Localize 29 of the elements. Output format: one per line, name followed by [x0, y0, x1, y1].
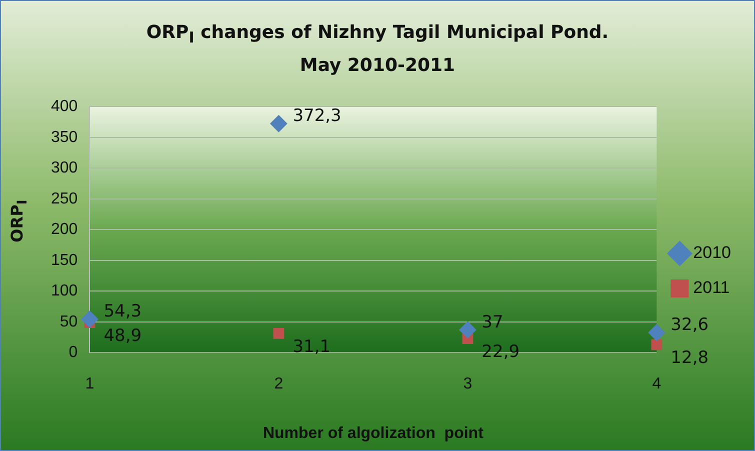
x-tick-label: 2 [274, 376, 284, 393]
legend-label: 2010 [693, 243, 732, 262]
point [459, 321, 476, 338]
x-tick-label: 1 [85, 376, 94, 393]
point [270, 115, 288, 132]
y-tick-label: 100 [50, 282, 78, 300]
data-label: 48,9 [104, 326, 142, 346]
y-tick-label: 150 [50, 252, 78, 269]
point [651, 339, 662, 350]
data-label: 31,1 [292, 336, 331, 357]
data-label: 32,6 [670, 314, 709, 335]
chart-title: ORP$_{I}$ changes of Nizhny Tagil Municipal Pond. May 2010-2011 [145, 21, 610, 78]
data-label: 54,3 [104, 302, 142, 322]
point [648, 324, 666, 342]
data-label: 12,8 [670, 348, 709, 368]
y-tick-label: 400 [50, 98, 78, 116]
y-tick-label: 300 [50, 160, 78, 177]
x-axis-title: Number of algolization point [262, 424, 484, 442]
point [273, 328, 284, 339]
x-tick-label: 3 [463, 376, 472, 393]
legend-label: 2011 [693, 278, 730, 298]
point [81, 310, 98, 328]
y-tick-label: 50 [60, 313, 78, 330]
y-tick-label: 350 [50, 128, 78, 146]
y-tick-label: 200 [50, 221, 78, 238]
y-tick-label: 0 [68, 344, 78, 362]
y-tick-label: 250 [50, 190, 78, 208]
x-tick-label: 4 [652, 376, 662, 393]
data-label: 372,3 [292, 106, 342, 126]
